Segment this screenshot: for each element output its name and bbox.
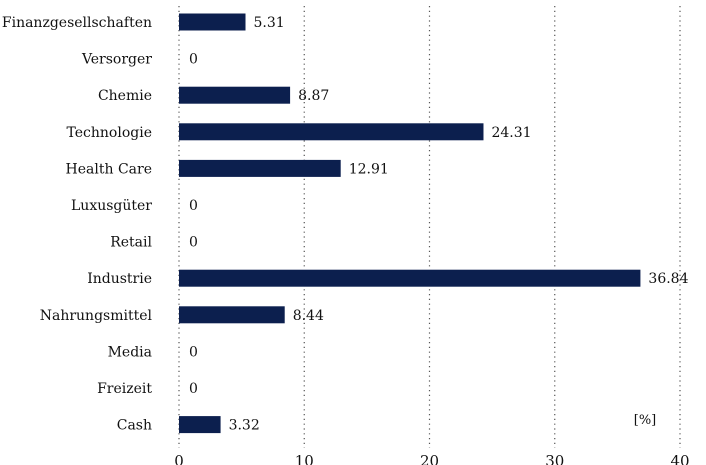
value-label: 8.87 bbox=[298, 88, 329, 104]
category-label: Versorger bbox=[81, 52, 152, 68]
value-label: 5.31 bbox=[254, 15, 285, 31]
category-label: Industrie bbox=[87, 271, 152, 287]
bar-0 bbox=[179, 13, 246, 31]
value-label: 0 bbox=[189, 344, 198, 360]
value-label: 8.44 bbox=[293, 308, 324, 324]
bar-7 bbox=[179, 269, 641, 287]
x-tick-20: 20 bbox=[420, 452, 439, 465]
category-label: Media bbox=[108, 344, 152, 360]
category-label: Retail bbox=[110, 235, 152, 251]
x-tick-labels: 0 10 20 30 40 bbox=[174, 452, 689, 465]
x-tick-0: 0 bbox=[174, 452, 184, 465]
value-label: 12.91 bbox=[349, 161, 389, 177]
category-label: Chemie bbox=[98, 88, 152, 104]
category-label: Health Care bbox=[66, 161, 152, 177]
value-label: 3.32 bbox=[229, 418, 260, 434]
value-label: 24.31 bbox=[491, 125, 531, 141]
category-label: Finanzgesellschaften bbox=[2, 15, 152, 31]
x-tick-10: 10 bbox=[295, 452, 314, 465]
unit-label: [%] bbox=[634, 413, 657, 428]
category-label: Cash bbox=[117, 418, 152, 434]
value-label: 0 bbox=[189, 381, 198, 397]
value-labels: 5.31 0 8.87 24.31 12.91 0 0 36.84 8.44 0 0 3.32 bbox=[189, 15, 689, 434]
value-label: 0 bbox=[189, 52, 198, 68]
category-labels: Finanzgesellschaften Versorger Chemie Techn… bbox=[2, 15, 153, 434]
bar-2 bbox=[179, 86, 291, 104]
value-label: 0 bbox=[189, 198, 198, 214]
bar-11 bbox=[179, 416, 221, 434]
category-label: Freizeit bbox=[97, 381, 152, 397]
bars bbox=[179, 13, 641, 434]
bar-8 bbox=[179, 306, 285, 324]
value-label: 36.84 bbox=[648, 271, 688, 287]
x-tick-40: 40 bbox=[670, 452, 689, 465]
category-label: Luxusgüter bbox=[71, 198, 152, 214]
value-label: 0 bbox=[189, 235, 198, 251]
category-label: Technologie bbox=[67, 125, 152, 141]
category-label: Nahrungsmittel bbox=[40, 308, 153, 324]
gridlines bbox=[178, 6, 681, 448]
bar-3 bbox=[179, 123, 484, 141]
bar-4 bbox=[179, 159, 341, 177]
x-tick-30: 30 bbox=[545, 452, 564, 465]
